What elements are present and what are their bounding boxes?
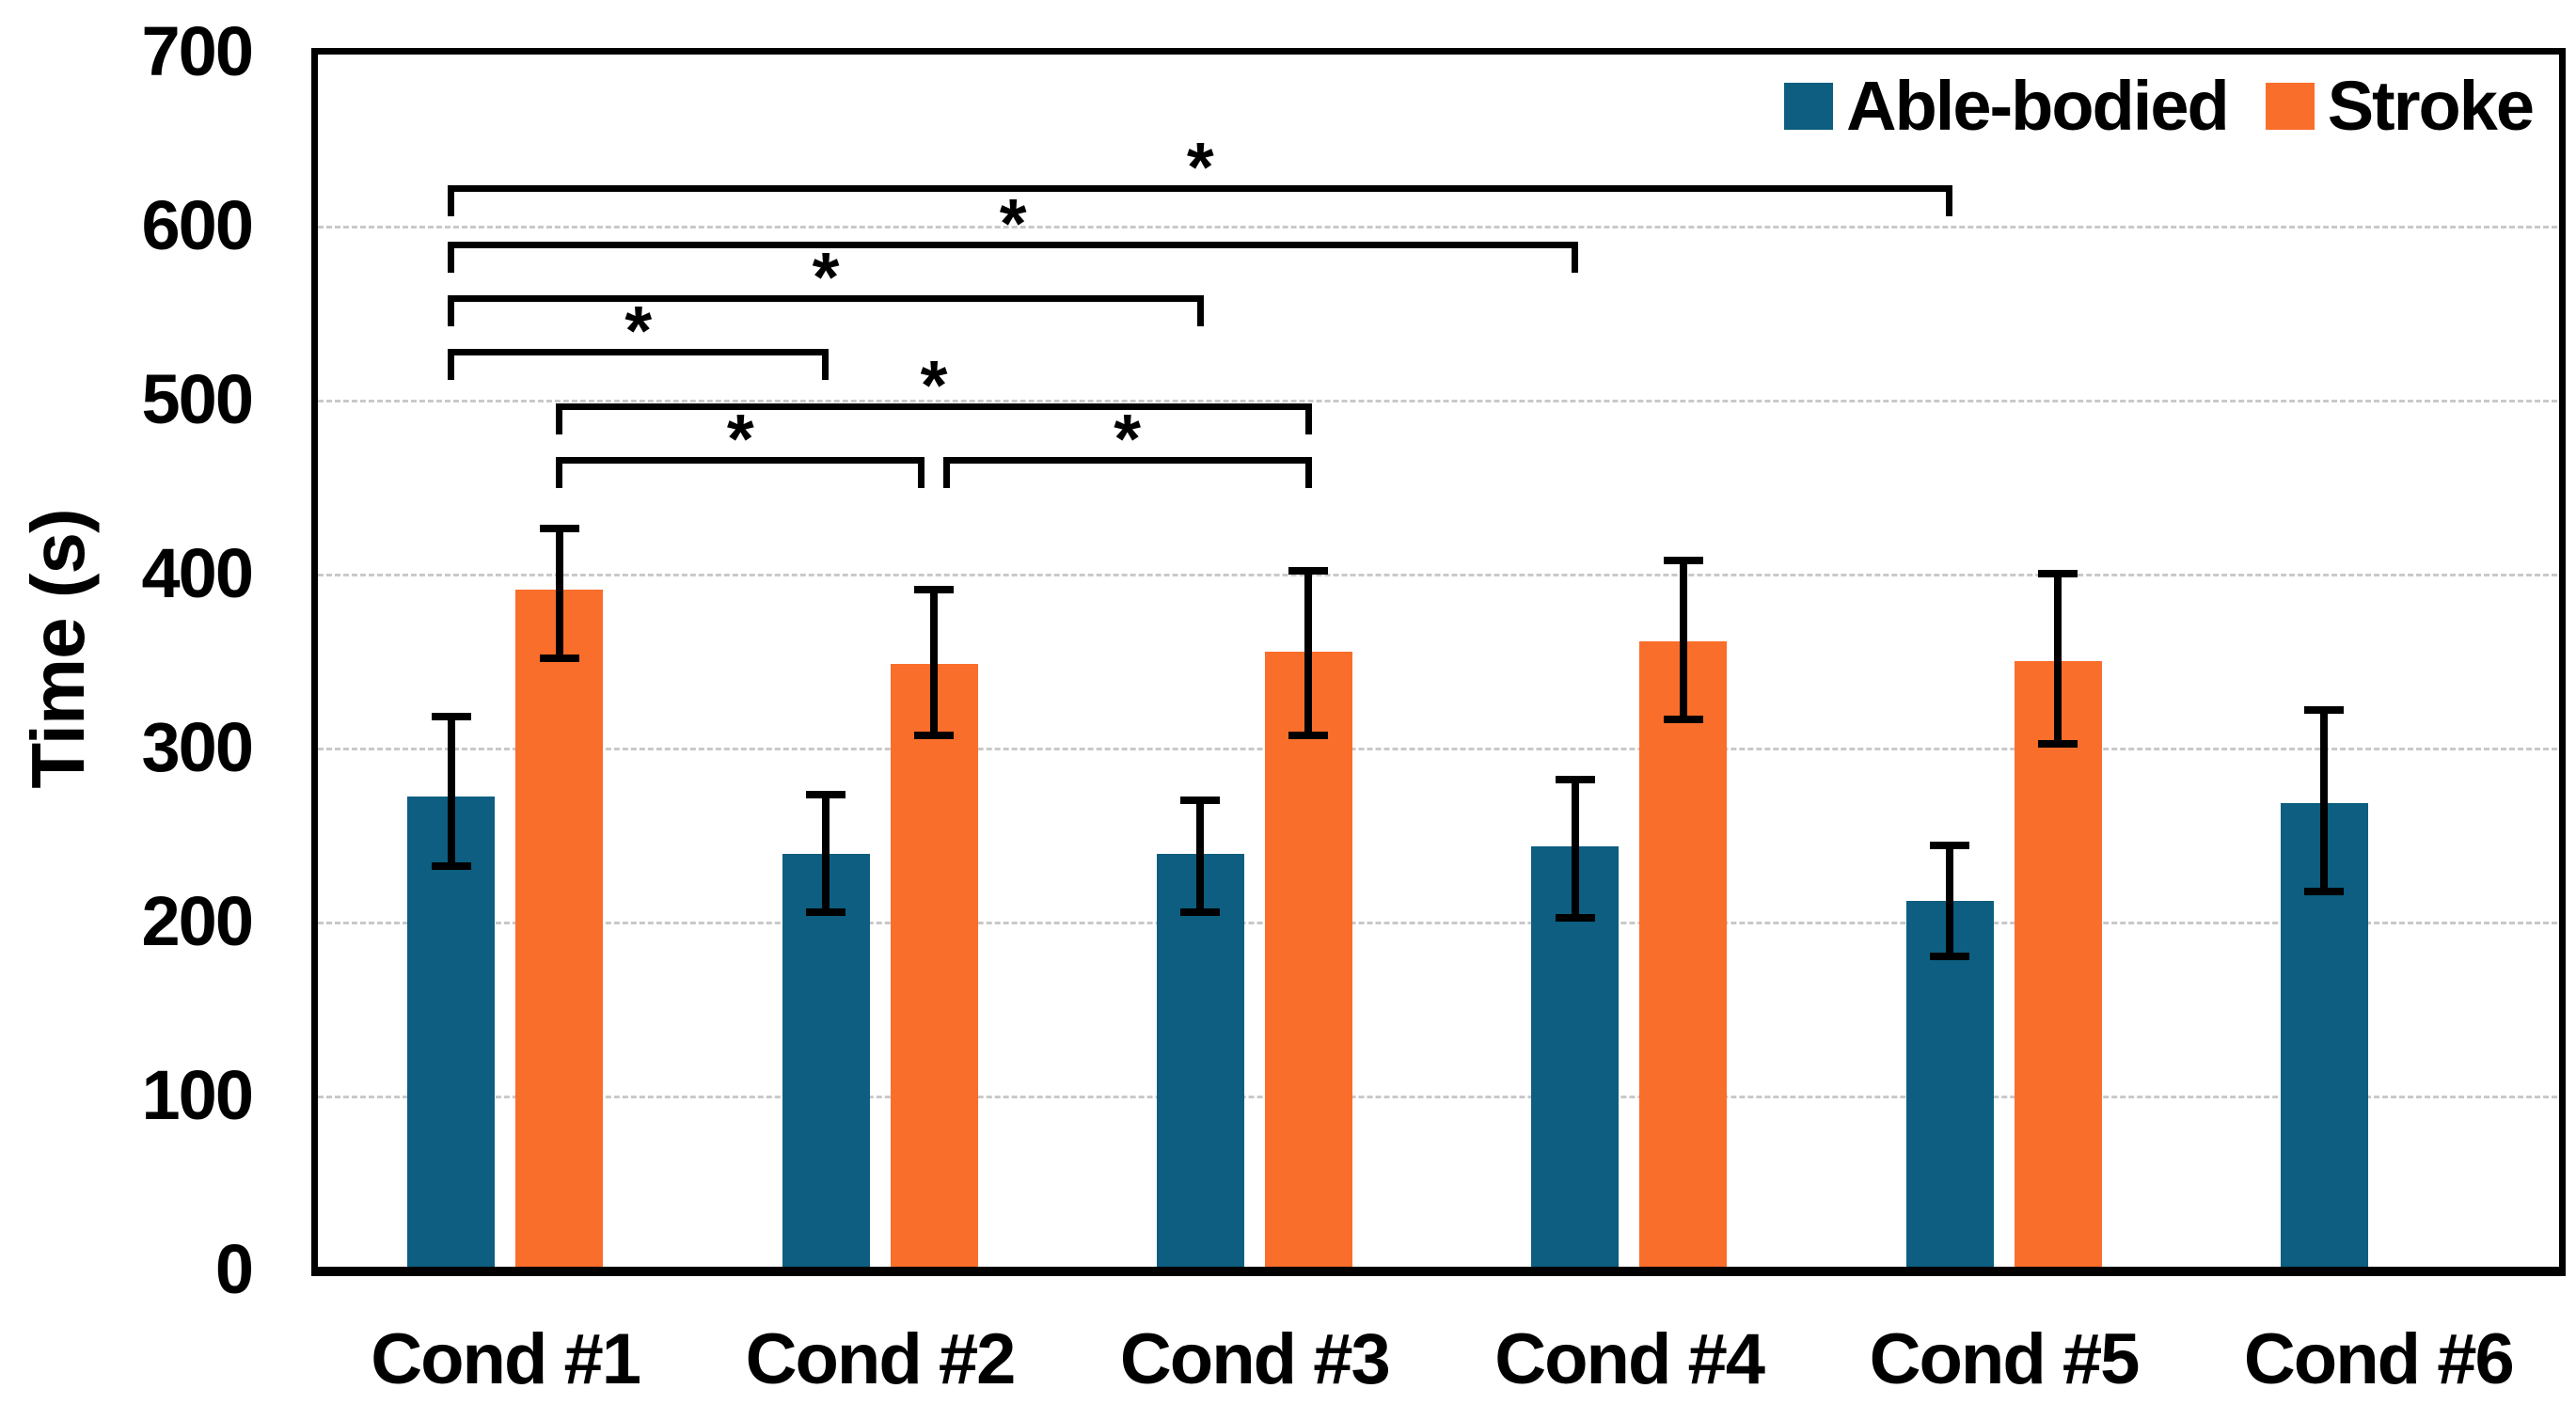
error-bar-stroke-cond-3 bbox=[1288, 566, 1329, 739]
legend-item-stroke: Stroke bbox=[2265, 67, 2535, 145]
error-cap bbox=[806, 908, 845, 917]
sig-bracket-2 bbox=[448, 241, 1579, 273]
bar-able-bodied-cond-3 bbox=[1156, 853, 1244, 1273]
error-cap bbox=[431, 861, 471, 870]
error-cap bbox=[1555, 913, 1595, 922]
error-bar-stroke-cond-4 bbox=[1663, 556, 1703, 724]
legend-label-stroke: Stroke bbox=[2327, 67, 2535, 145]
error-whisker bbox=[447, 713, 455, 870]
ytick-label-200: 200 bbox=[141, 882, 254, 960]
xlabel-cond-4: Cond #4 bbox=[1494, 1319, 1765, 1399]
error-cap bbox=[914, 731, 954, 739]
error-whisker bbox=[1304, 566, 1313, 739]
sig-asterisk-2: * bbox=[999, 183, 1027, 262]
xlabel-cond-5: Cond #5 bbox=[1869, 1319, 2141, 1399]
y-axis-title: Time (s) bbox=[16, 509, 100, 789]
ytick-label-400: 400 bbox=[141, 534, 254, 612]
error-cap bbox=[1180, 908, 1221, 917]
sig-asterisk-7: * bbox=[1114, 400, 1142, 479]
error-whisker bbox=[1679, 556, 1687, 724]
sig-bracket-3 bbox=[448, 295, 1204, 326]
error-cap bbox=[1180, 796, 1221, 804]
bar-stroke-cond-4 bbox=[1639, 641, 1728, 1273]
legend-swatch-able-bodied-icon bbox=[1784, 83, 1834, 130]
ytick-label-100: 100 bbox=[141, 1056, 254, 1134]
error-cap bbox=[2304, 705, 2345, 714]
xlabel-cond-1: Cond #1 bbox=[371, 1319, 641, 1399]
sig-asterisk-1: * bbox=[1186, 128, 1214, 207]
gridline-500 bbox=[318, 400, 2566, 402]
error-cap bbox=[2038, 570, 2078, 578]
error-cap bbox=[2038, 739, 2078, 748]
sig-bracket-1 bbox=[448, 185, 1953, 217]
xlabel-cond-2: Cond #2 bbox=[745, 1319, 1017, 1399]
sig-bracket-6 bbox=[556, 457, 925, 489]
sig-asterisk-6: * bbox=[726, 400, 754, 479]
error-bar-stroke-cond-5 bbox=[2038, 570, 2078, 748]
error-cap bbox=[539, 655, 579, 663]
error-cap bbox=[806, 791, 845, 799]
sig-asterisk-3: * bbox=[812, 238, 840, 316]
error-bar-stroke-cond-1 bbox=[539, 525, 579, 663]
error-cap bbox=[1663, 716, 1703, 724]
error-cap bbox=[2304, 888, 2345, 896]
legend-item-able-bodied: Able-bodied bbox=[1784, 67, 2230, 145]
legend: Able-bodied Stroke bbox=[1784, 67, 2535, 145]
error-whisker bbox=[822, 791, 830, 917]
legend-swatch-stroke-icon bbox=[2265, 83, 2315, 130]
gridline-300 bbox=[318, 748, 2566, 750]
error-bar-able-bodied-cond-5 bbox=[1930, 841, 1969, 960]
error-whisker bbox=[1946, 841, 1953, 960]
sig-bracket-4 bbox=[448, 349, 830, 381]
error-cap bbox=[1663, 556, 1703, 564]
sig-asterisk-5: * bbox=[920, 345, 948, 424]
sig-bracket-7 bbox=[942, 457, 1312, 489]
ytick-label-600: 600 bbox=[141, 186, 254, 264]
bar-able-bodied-cond-5 bbox=[1905, 900, 1994, 1273]
bar-stroke-cond-1 bbox=[515, 589, 604, 1273]
error-cap bbox=[1288, 731, 1329, 739]
ytick-label-700: 700 bbox=[141, 12, 254, 90]
error-bar-able-bodied-cond-1 bbox=[431, 713, 471, 870]
error-bar-able-bodied-cond-2 bbox=[806, 791, 845, 917]
error-whisker bbox=[1571, 775, 1579, 922]
bar-stroke-cond-5 bbox=[2014, 660, 2102, 1273]
xlabel-cond-6: Cond #6 bbox=[2243, 1319, 2515, 1399]
plot-frame bbox=[311, 48, 2566, 1276]
error-cap bbox=[1555, 775, 1595, 783]
error-cap bbox=[539, 525, 579, 533]
error-bar-able-bodied-cond-3 bbox=[1180, 796, 1221, 917]
xlabel-cond-3: Cond #3 bbox=[1119, 1319, 1391, 1399]
bar-stroke-cond-3 bbox=[1264, 652, 1352, 1273]
error-whisker bbox=[930, 585, 938, 739]
error-cap bbox=[431, 713, 471, 720]
error-whisker bbox=[1196, 796, 1205, 917]
error-bar-able-bodied-cond-4 bbox=[1555, 775, 1595, 922]
error-whisker bbox=[2320, 705, 2329, 896]
error-bar-stroke-cond-2 bbox=[914, 585, 954, 739]
gridline-200 bbox=[318, 922, 2566, 924]
ytick-label-500: 500 bbox=[141, 360, 254, 438]
bar-able-bodied-cond-1 bbox=[407, 796, 496, 1273]
error-cap bbox=[914, 585, 954, 593]
gridline-600 bbox=[318, 226, 2566, 229]
error-cap bbox=[1930, 841, 1969, 849]
bar-able-bodied-cond-2 bbox=[782, 853, 870, 1273]
sig-asterisk-4: * bbox=[624, 292, 653, 371]
ytick-label-0: 0 bbox=[214, 1230, 254, 1308]
gridline-100 bbox=[318, 1096, 2566, 1098]
sig-bracket-5 bbox=[556, 402, 1312, 434]
bar-stroke-cond-2 bbox=[890, 664, 978, 1273]
error-cap bbox=[1288, 566, 1329, 575]
error-cap bbox=[1930, 952, 1969, 960]
legend-label-able-bodied: Able-bodied bbox=[1846, 67, 2230, 145]
error-whisker bbox=[555, 525, 563, 663]
gridline-400 bbox=[318, 574, 2566, 576]
error-whisker bbox=[2054, 570, 2062, 748]
error-bar-able-bodied-cond-6 bbox=[2304, 705, 2345, 896]
ytick-label-300: 300 bbox=[141, 708, 254, 786]
